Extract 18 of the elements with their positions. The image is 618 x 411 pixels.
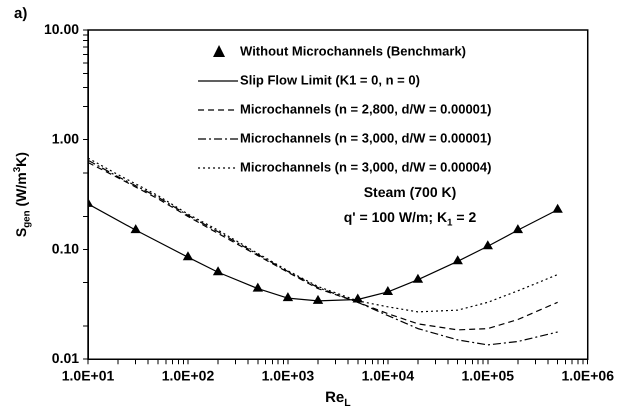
legend-label: Without Microchannels (Benchmark) [240,44,466,59]
y-tick-label: 1.00 [52,130,80,147]
x-tick-label: 1.0E+03 [262,367,314,384]
x-tick-label: 1.0E+01 [62,367,115,384]
x-tick-label: 1.0E+04 [362,367,414,384]
y-tick-label: 0.10 [52,240,80,256]
legend-label: Microchannels (n = 3,000, d/W = 0.00001) [240,130,492,146]
annotation: Steam (700 K) [364,184,456,200]
legend-label: Microchannels (n = 2,800, d/W = 0.00001) [240,102,492,117]
x-tick-label: 1.0E+06 [561,367,614,384]
y-axis-title: Sgen (W/m3K) [12,152,33,238]
chart-title: a) [14,5,28,22]
legend-label: Microchannels (n = 3,000, d/W = 0.00004) [240,160,492,175]
legend-label: Slip Flow Limit (K1 = 0, n = 0) [240,72,420,88]
y-tick-label: 10.00 [44,20,80,37]
x-tick-label: 1.0E+05 [462,367,514,384]
y-tick-label: 0.01 [52,350,80,366]
x-tick-label: 1.0E+02 [162,367,214,384]
